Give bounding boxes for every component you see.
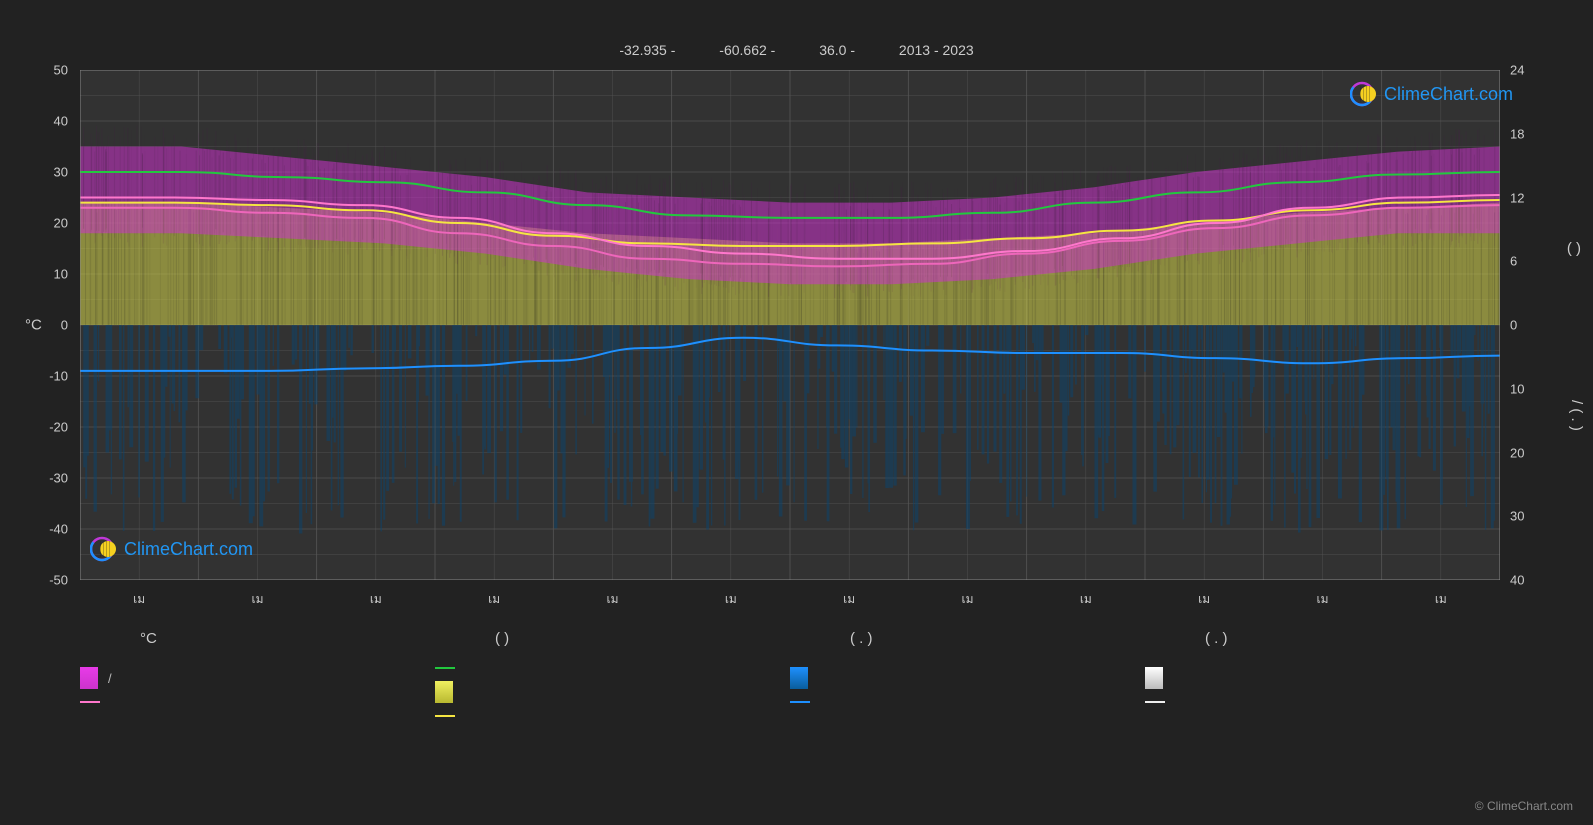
- x-tick-month: เม: [725, 590, 737, 609]
- y-axis-right-title-top: ( ): [1567, 240, 1581, 257]
- x-tick-month: เม: [843, 590, 855, 609]
- x-tick-month: เม: [1198, 590, 1210, 609]
- y-axis-right-title-bottom: / ( . ): [1568, 400, 1585, 431]
- y-tick-right: 20: [1510, 445, 1550, 460]
- y-tick-left: 0: [28, 318, 68, 333]
- y-tick-right: 24: [1510, 63, 1550, 78]
- legend-item-blueline: [790, 701, 1145, 703]
- y-tick-left: 20: [28, 216, 68, 231]
- x-tick-month: เม: [1080, 590, 1092, 609]
- y-tick-right: 12: [1510, 190, 1550, 205]
- legend-col-4: ( . ): [1145, 630, 1500, 717]
- y-tick-right: 18: [1510, 126, 1550, 141]
- y-tick-left: 50: [28, 63, 68, 78]
- legend-item-whiteline: [1145, 701, 1500, 703]
- swatch-yellow-box: [435, 681, 453, 703]
- y-tick-right: 30: [1510, 509, 1550, 524]
- x-tick-month: เม: [133, 590, 145, 609]
- legend-header-4: ( . ): [1145, 630, 1500, 647]
- header-years: 2013 - 2023: [899, 42, 974, 58]
- legend-item-green: [435, 667, 790, 669]
- x-tick-month: เม: [370, 590, 382, 609]
- brand-logo-top: ClimeChart.com: [1350, 80, 1513, 108]
- y-tick-left: 30: [28, 165, 68, 180]
- copyright: © ClimeChart.com: [1475, 799, 1573, 813]
- x-tick-month: เม: [1435, 590, 1447, 609]
- swatch-blue-line: [790, 701, 810, 703]
- x-tick-month: เม: [488, 590, 500, 609]
- legend-header-2: ( ): [435, 630, 790, 647]
- y-tick-left: 40: [28, 114, 68, 129]
- swatch-white-box: [1145, 667, 1163, 689]
- legend-item-yellowline: [435, 715, 790, 717]
- x-tick-month: เม: [606, 590, 618, 609]
- y-tick-right: 40: [1510, 573, 1550, 588]
- y-tick-right: 0: [1510, 318, 1550, 333]
- swatch-yellow-line: [435, 715, 455, 717]
- swatch-green-line: [435, 667, 455, 669]
- y-tick-right: 6: [1510, 254, 1550, 269]
- legend-header-1: °C: [80, 630, 435, 647]
- brand-icon: [90, 535, 118, 563]
- brand-name: ClimeChart.com: [1384, 84, 1513, 105]
- legend-col-temp: °C /: [80, 630, 435, 717]
- y-tick-left: -10: [28, 369, 68, 384]
- legend-col-3: ( . ): [790, 630, 1145, 717]
- swatch-magenta: [80, 667, 98, 689]
- brand-name: ClimeChart.com: [124, 539, 253, 560]
- legend-col-2: ( ): [435, 630, 790, 717]
- header-lon: -60.662 -: [719, 42, 775, 58]
- y-tick-left: 10: [28, 267, 68, 282]
- y-tick-left: -50: [28, 573, 68, 588]
- swatch-blue-box: [790, 667, 808, 689]
- y-tick-right: 10: [1510, 381, 1550, 396]
- chart-header: -32.935 - -60.662 - 36.0 - 2013 - 2023: [0, 42, 1593, 58]
- x-tick-month: เม: [961, 590, 973, 609]
- brand-icon: [1350, 80, 1378, 108]
- x-tick-month: เม: [251, 590, 263, 609]
- y-tick-left: -40: [28, 522, 68, 537]
- legend-item-pink: [80, 701, 435, 703]
- y-tick-left: -20: [28, 420, 68, 435]
- x-tick-month: เม: [1316, 590, 1328, 609]
- header-elev: 36.0 -: [819, 42, 855, 58]
- legend: °C / ( ) ( . ): [80, 630, 1500, 717]
- legend-item-magenta: /: [80, 667, 435, 689]
- legend-item-whitebox: [1145, 667, 1500, 689]
- legend-label-magenta: /: [108, 671, 112, 686]
- brand-logo-bottom: ClimeChart.com: [90, 535, 253, 563]
- chart-svg: [80, 70, 1500, 580]
- header-lat: -32.935 -: [619, 42, 675, 58]
- swatch-white-line: [1145, 701, 1165, 703]
- swatch-pink-line: [80, 701, 100, 703]
- climate-chart: [80, 70, 1500, 580]
- legend-item-bluebox: [790, 667, 1145, 689]
- legend-header-3: ( . ): [790, 630, 1145, 647]
- legend-item-yellowbox: [435, 681, 790, 703]
- y-tick-left: -30: [28, 471, 68, 486]
